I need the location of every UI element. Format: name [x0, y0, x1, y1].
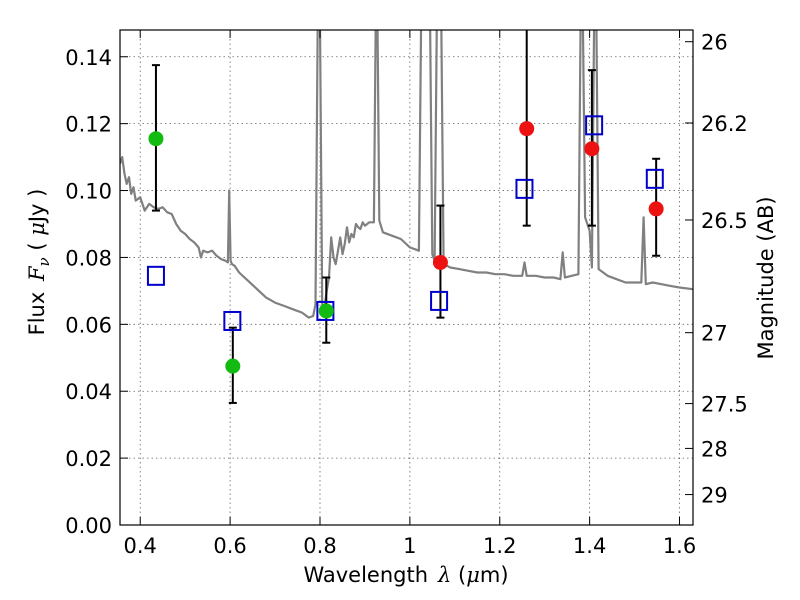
x-tick-label: 0.8	[303, 534, 336, 558]
y-tick-label: 0.06	[65, 313, 112, 337]
y-tick-label: 0.10	[65, 180, 112, 204]
observed-nir-point	[584, 141, 600, 157]
model-photometry-square	[430, 290, 449, 311]
x-tick-label: 1.4	[573, 534, 606, 558]
x-tick-labels: 0.4 0.6 0.8 1 1.2 1.4 1.6	[124, 534, 697, 558]
y2-tick-label: 26	[701, 31, 728, 55]
model-photometry-square	[146, 265, 165, 286]
x-tick-label: 1.6	[663, 534, 696, 558]
observed-optical-point	[225, 358, 241, 374]
y-tick-label: 0.02	[65, 447, 112, 471]
y-axis-label: Flux Fν ( μJy )	[25, 189, 53, 336]
y2-tick-label: 26.2	[701, 112, 748, 136]
observed-optical-point	[318, 303, 334, 319]
y-tick-label: 0.08	[65, 246, 112, 270]
x-tick-label: 0.4	[124, 534, 157, 558]
y2-tick-labels: 26 26.2 26.5 27 27.5 28 29	[701, 31, 748, 508]
model-photometry-square	[585, 115, 604, 136]
observed-nir-point	[648, 201, 664, 217]
y-tick-labels: 0.00 0.02 0.04 0.06 0.08 0.10 0.12 0.14	[65, 46, 112, 538]
observed-nir-point	[519, 121, 535, 137]
y2-axis-label: Magnitude (AB)	[754, 196, 778, 359]
x-tick-label: 1	[403, 534, 416, 558]
y-tick-label: 0.00	[65, 514, 112, 538]
y2-tick-label: 27	[701, 322, 728, 346]
model-photometry-square	[645, 168, 664, 189]
x-axis-label: Wavelength λ (μm)	[303, 563, 508, 587]
y2-tick-label: 26.5	[701, 209, 748, 233]
observed-photometry-markers	[148, 121, 664, 374]
y2-tick-label: 29	[701, 484, 728, 508]
axis-ticks	[120, 30, 693, 526]
plot-frame	[119, 29, 694, 526]
x-tick-label: 1.2	[483, 534, 516, 558]
model-spectrum-line	[120, 30, 693, 319]
y-tick-label: 0.14	[65, 46, 112, 70]
observed-optical-point	[148, 131, 164, 147]
observed-nir-point	[432, 254, 448, 270]
x-tick-label: 0.6	[213, 534, 246, 558]
y-tick-label: 0.04	[65, 380, 112, 404]
y2-tick-label: 27.5	[701, 393, 748, 417]
y2-tick-label: 28	[701, 437, 728, 461]
y-tick-label: 0.12	[65, 113, 112, 137]
model-photometry-square	[515, 178, 534, 199]
model-photometry-square	[223, 310, 242, 331]
